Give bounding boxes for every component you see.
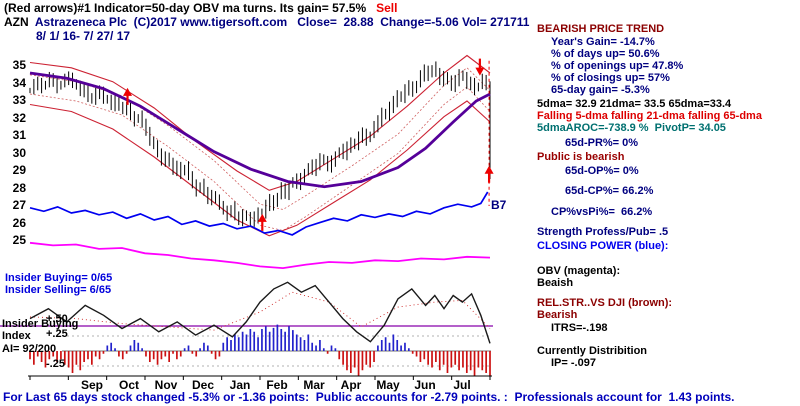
pr-65d: 65d-PR%= 0% (565, 137, 639, 149)
obv-header: OBV (magenta): (537, 265, 621, 277)
cp-65d: 65d-CP%= 66.2% (565, 185, 654, 197)
scale-plus-25: +.25 (46, 328, 68, 340)
insider-index-label-2: Index (2, 330, 31, 342)
indicator-header: (Red arrows)#1 Indicator=50-day OBV ma t… (4, 2, 397, 15)
pct-openings-up: % of openings up= 47.8% (551, 60, 684, 72)
b7-signal-label: B7 (491, 198, 507, 212)
public-sentiment: Public is bearish (537, 151, 625, 163)
ticker-symbol: AZN (4, 15, 29, 29)
series-rel-str-ma (29, 291, 491, 331)
strength-ratio: Strength Profess/Pub= .5 (537, 226, 669, 238)
closing-power-header: CLOSING POWER (blue): (537, 240, 669, 252)
month-label-jun: Jun (414, 378, 436, 392)
ai-value: AI= 92/200 (2, 343, 57, 355)
month-label-nov: Nov (154, 378, 178, 392)
aroc-pivot: 5dmaAROC=-738.9 % PivotP= 34.05 (537, 122, 726, 134)
month-label-dec: Dec (191, 378, 214, 392)
series-band-lower (29, 100, 491, 237)
price-tick-30: 30 (12, 145, 26, 160)
month-label-mar: Mar (303, 378, 325, 392)
price-tick-28: 28 (12, 180, 26, 195)
pct-days-up: % of days up= 50.6% (551, 48, 660, 60)
price-tick-32: 32 (12, 110, 26, 125)
sell-signal-label: Sell (376, 1, 398, 15)
pct-closings-up: % of closings up= 57% (551, 72, 670, 84)
price-tick-25: 25 (12, 233, 26, 247)
distribution-status: Currently Distribition (537, 345, 648, 357)
relstr-status: Bearish (537, 309, 578, 321)
company-info: Astrazeneca Plc (C)2017 www.tigersoft.co… (28, 15, 298, 29)
price-tick-35: 35 (12, 58, 26, 72)
month-label-jul: Jul (453, 378, 471, 392)
series-obv (29, 241, 491, 270)
itrs-value: ITRS=-.198 (551, 322, 608, 334)
price-tick-33: 33 (12, 93, 26, 107)
price-tick-34: 34 (12, 75, 26, 90)
ip-value: IP= -.097 (551, 357, 596, 369)
month-label-oct: Oct (118, 378, 139, 392)
price-tick-31: 31 (12, 128, 26, 142)
down-arrow-head (475, 67, 485, 76)
indicator-title: (Red arrows)#1 Indicator=50-day OBV ma t… (4, 1, 367, 15)
insider-buying: Insider Buying= 0/65 (5, 272, 113, 284)
month-label-may: May (376, 378, 400, 392)
scale-plus-50: +.50 (46, 313, 68, 325)
relstr-header: REL.STR..VS DJI (brown): (537, 297, 673, 309)
op-65d: 65d-OP%= 0% (565, 165, 639, 177)
quote-info: Close= 28.88 Change=-5.06 Vol= 271711 (297, 15, 530, 29)
month-label-jan: Jan (229, 378, 251, 392)
series-band-upper (29, 54, 491, 191)
price-tick-29: 29 (12, 163, 26, 177)
series-rel-str-vs-dji (29, 281, 491, 344)
up-arrow-head (257, 213, 267, 222)
price-tick-26: 26 (12, 215, 26, 230)
cp-vs-pi: CP%vsPi%= 66.2% (551, 206, 653, 218)
series-inner-band-upper (29, 67, 491, 210)
series-closing-power (29, 191, 489, 236)
scale-minus-25: -.25 (46, 358, 65, 370)
obv-status: Beaish (537, 277, 574, 289)
insider-selling: Insider Selling= 6/65 (5, 284, 112, 296)
dma-values: 5dma= 32.9 21dma= 33.5 65dma=33.4 (537, 98, 732, 110)
date-range: 8/ 1/ 16- 7/ 27/ 17 (36, 29, 131, 43)
gain-65day: 65-day gain= -5.3% (551, 84, 650, 96)
up-arrow-head (123, 87, 133, 96)
month-label-apr: Apr (340, 378, 362, 392)
trend-status: BEARISH PRICE TREND (537, 23, 665, 35)
series-inner-band-lower (29, 86, 491, 231)
month-label-feb: Feb (266, 378, 288, 392)
years-gain: Year's Gain= -14.7% (551, 36, 655, 48)
series-ma-65day (29, 71, 491, 189)
price-tick-27: 27 (12, 198, 26, 212)
month-label-sep: Sep (80, 378, 103, 392)
footer-summary: For Last 65 days stock changed -5.3% or … (3, 390, 735, 404)
dma-trends: Falling 5-dma falling 21-dma falling 65-… (537, 110, 762, 122)
insider-index-label-1: Insider Buying (2, 318, 79, 330)
quote-header: AZN Astrazeneca Plc (C)2017 www.tigersof… (4, 16, 529, 29)
